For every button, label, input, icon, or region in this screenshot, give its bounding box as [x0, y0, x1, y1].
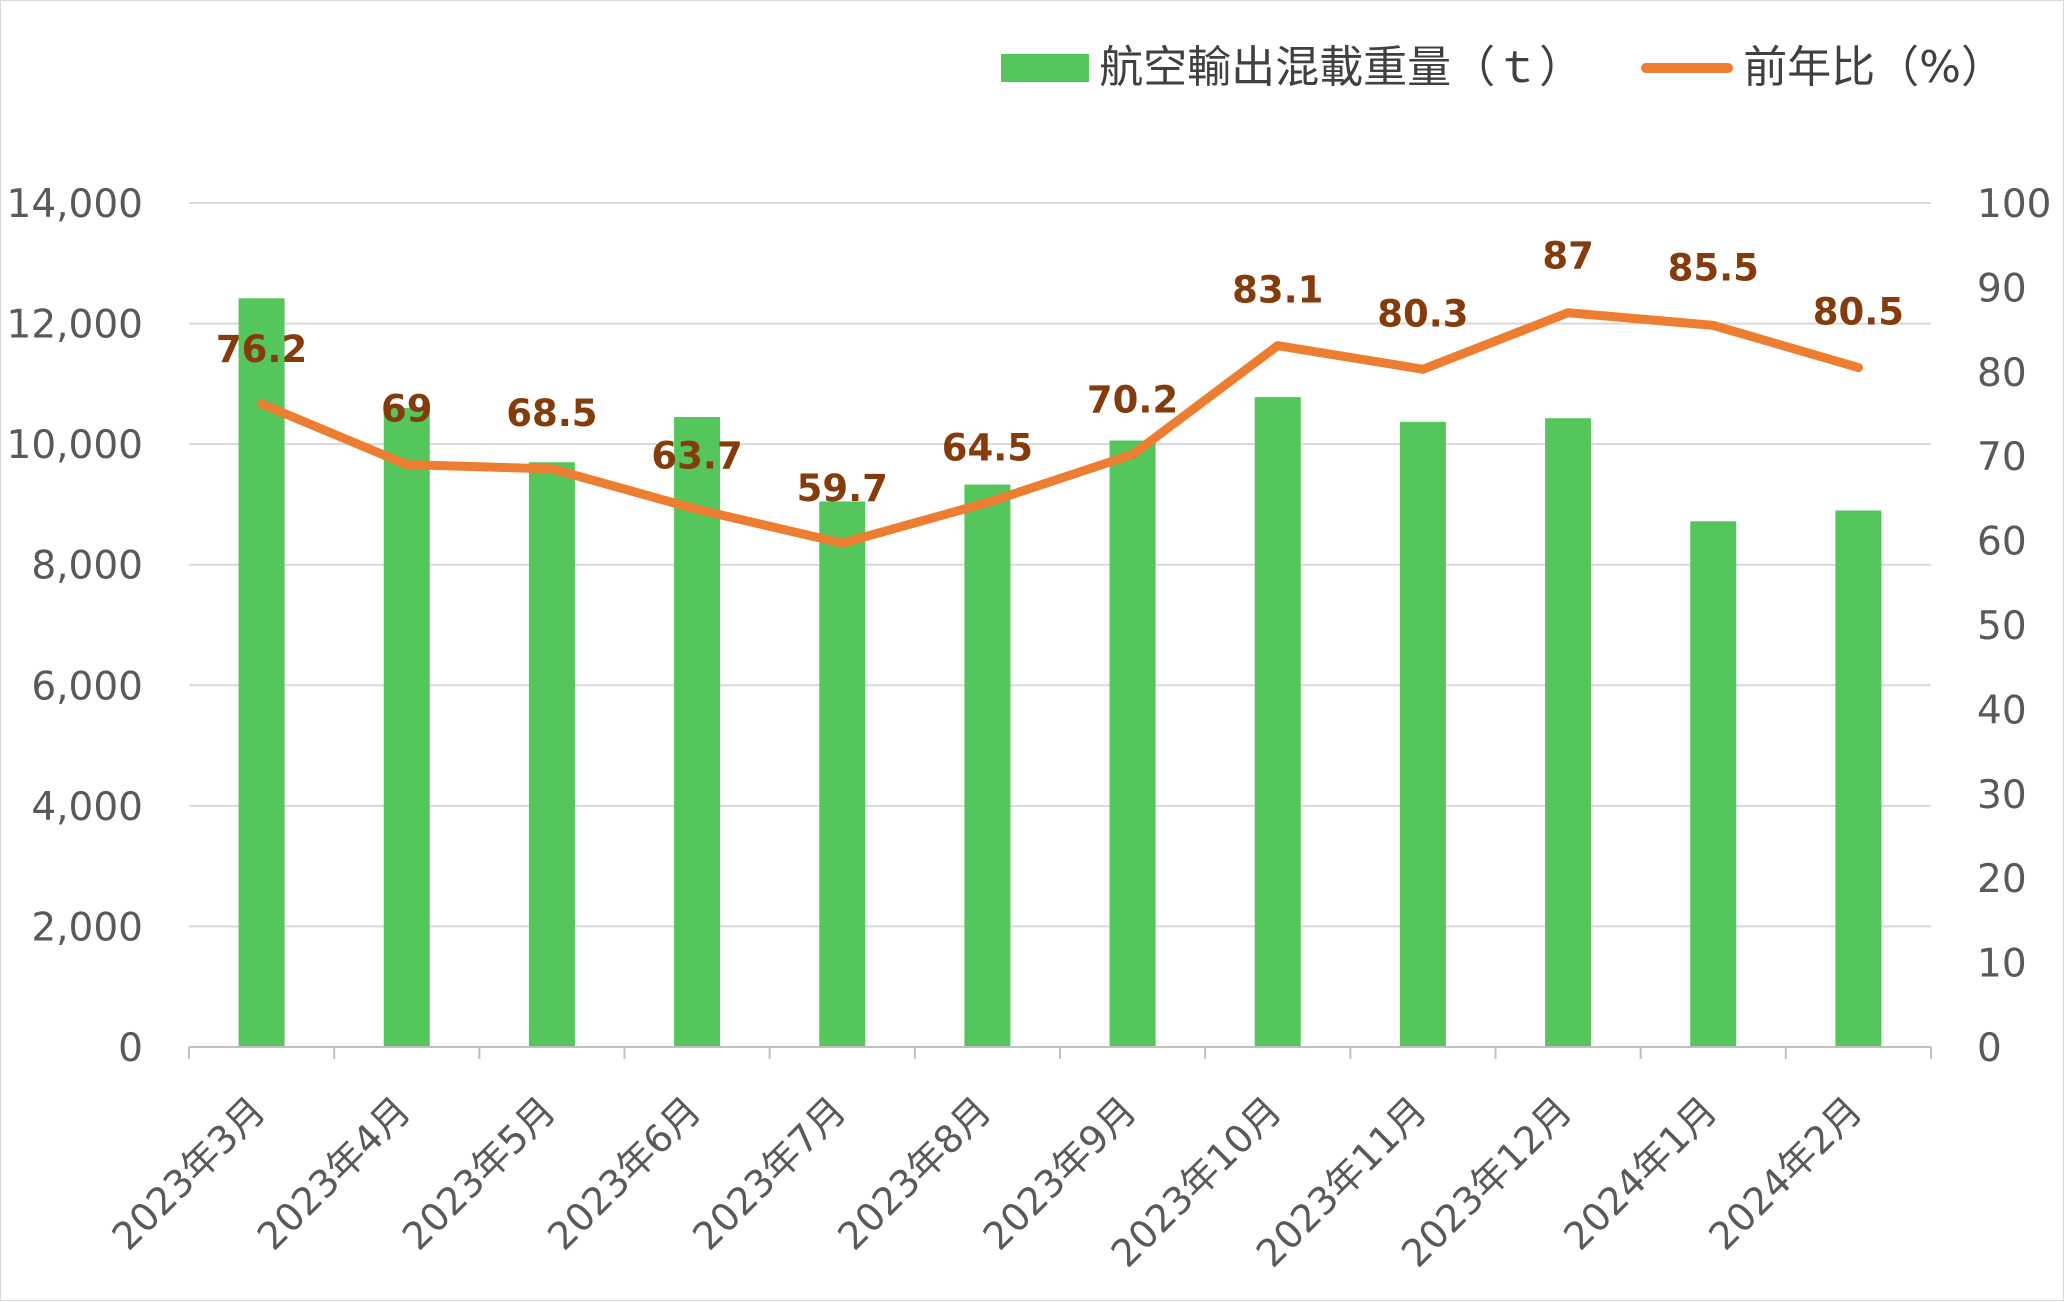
cargo-weight-bar	[964, 484, 1011, 1047]
year-over-year-data-label: 63.7	[651, 434, 742, 477]
x-axis-category-label: 2023年4月	[249, 1088, 419, 1258]
cargo-weight-bar	[238, 298, 285, 1047]
year-over-year-data-label: 70.2	[1087, 379, 1178, 422]
right-axis-tick-label: 70	[1977, 435, 2027, 480]
line-series-layer	[257, 308, 1863, 548]
year-over-year-data-label: 83.1	[1232, 269, 1323, 312]
year-over-year-data-label: 87	[1542, 235, 1594, 278]
data-label-layer: 76.2 69 68.5 63.7 59.7 64.5 70.2 83.1 80.3 87 85.5…	[216, 235, 1904, 510]
right-axis-tick-label: 80	[1977, 351, 2027, 396]
cargo-weight-bar	[1399, 421, 1446, 1047]
grid-layer	[189, 202, 1931, 928]
year-over-year-line	[257, 308, 1863, 548]
year-over-year-point	[1853, 363, 1863, 373]
right-axis-tick-label: 50	[1977, 604, 2027, 649]
axis-layer: 0 2,000 4,000 6,000 8,000 10,000 12,000 14,000 0…	[7, 182, 2052, 1276]
year-over-year-data-label: 59.7	[797, 467, 888, 510]
right-axis-tick-label: 60	[1977, 520, 2027, 565]
x-axis-category-label: 2023年6月	[539, 1088, 709, 1258]
cargo-weight-bar	[1109, 440, 1156, 1047]
chart-legend: 航空輸出混載重量（ｔ） 前年比（%）	[1001, 46, 2005, 90]
year-over-year-point	[402, 460, 412, 470]
x-axis-category-label: 2024年2月	[1700, 1088, 1870, 1258]
right-axis-tick-label: 0	[1977, 1026, 2002, 1071]
left-axis-tick-label: 14,000	[7, 182, 143, 227]
left-axis-tick-label: 6,000	[31, 664, 143, 709]
legend-swatch-line-series	[1641, 63, 1734, 73]
x-axis-category-label: 2023年7月	[684, 1088, 854, 1258]
year-over-year-point	[1273, 341, 1283, 351]
right-axis-tick-label: 10	[1977, 942, 2027, 987]
legend-item-line-series: 前年比（%）	[1641, 46, 2005, 90]
right-axis-tick-label: 30	[1977, 773, 2027, 818]
x-axis-category-label: 2024年1月	[1555, 1088, 1725, 1258]
cargo-weight-bar	[1254, 397, 1301, 1047]
year-over-year-data-label: 64.5	[942, 427, 1033, 470]
year-over-year-data-label: 68.5	[506, 392, 597, 435]
left-axis-tick-label: 0	[118, 1026, 143, 1071]
legend-swatch-bar-series	[1001, 54, 1090, 82]
x-axis-category-label: 2023年3月	[104, 1088, 274, 1258]
year-over-year-data-label: 85.5	[1668, 246, 1759, 289]
year-over-year-point	[547, 464, 557, 474]
left-axis-tick-label: 12,000	[7, 303, 143, 348]
left-axis-tick-label: 8,000	[31, 544, 143, 589]
year-over-year-data-label: 80.5	[1813, 291, 1904, 334]
left-axis-tick-label: 2,000	[31, 905, 143, 950]
right-axis-tick-label: 100	[1977, 182, 2051, 227]
year-over-year-data-label: 76.2	[216, 328, 307, 371]
year-over-year-data-label: 69	[381, 388, 433, 431]
year-over-year-point	[692, 504, 702, 514]
x-axis-category-label: 2023年8月	[829, 1088, 999, 1258]
legend-item-bar-series: 航空輸出混載重量（ｔ）	[1001, 46, 1583, 90]
year-over-year-point	[1708, 320, 1718, 330]
cargo-weight-bar	[528, 462, 575, 1047]
legend-label-line-series: 前年比（%）	[1743, 42, 2005, 93]
year-over-year-point	[1563, 308, 1573, 318]
bar-series-layer	[238, 298, 1882, 1048]
cargo-weight-bar	[674, 417, 721, 1047]
cargo-weight-bar	[819, 501, 866, 1047]
year-over-year-point	[837, 538, 847, 548]
right-axis-tick-label: 20	[1977, 857, 2027, 902]
year-over-year-data-label: 80.3	[1377, 292, 1468, 335]
x-axis-category-label: 2023年5月	[394, 1088, 564, 1258]
cargo-weight-bar	[1545, 418, 1592, 1048]
cargo-weight-bar	[1835, 510, 1882, 1047]
cargo-weight-bar	[1690, 521, 1737, 1047]
legend-label-bar-series: 航空輸出混載重量（ｔ）	[1099, 42, 1584, 93]
year-over-year-point	[1418, 364, 1428, 374]
year-over-year-point	[257, 399, 267, 409]
cargo-weight-bar	[383, 407, 430, 1047]
right-axis-tick-label: 40	[1977, 688, 2027, 733]
year-over-year-point	[982, 498, 992, 508]
right-axis-tick-label: 90	[1977, 266, 2027, 311]
left-axis-tick-label: 10,000	[7, 423, 143, 468]
year-over-year-point	[1128, 450, 1138, 460]
left-axis-tick-label: 4,000	[31, 785, 143, 830]
